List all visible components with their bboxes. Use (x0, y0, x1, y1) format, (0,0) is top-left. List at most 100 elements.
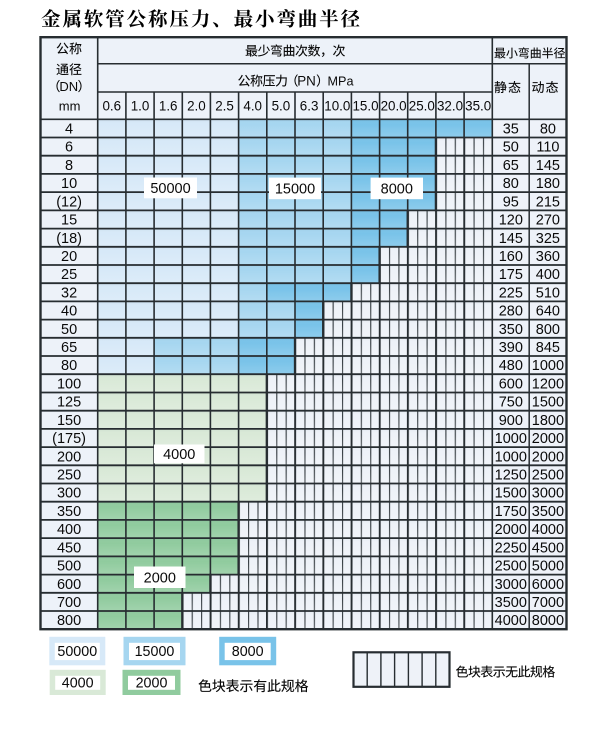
svg-text:(12): (12) (56, 194, 82, 210)
svg-text:4: 4 (65, 122, 73, 138)
svg-text:145: 145 (536, 158, 560, 174)
svg-text:400: 400 (57, 522, 81, 538)
svg-text:145: 145 (499, 231, 523, 247)
svg-text:20.0: 20.0 (381, 99, 407, 114)
svg-text:1.6: 1.6 (159, 99, 178, 114)
svg-text:3000: 3000 (532, 486, 564, 502)
svg-text:845: 845 (536, 340, 560, 356)
svg-text:4.0: 4.0 (243, 99, 262, 114)
svg-text:700: 700 (57, 595, 81, 611)
svg-text:510: 510 (536, 285, 560, 301)
svg-text:175: 175 (499, 267, 523, 283)
svg-text:80: 80 (61, 358, 77, 374)
svg-text:600: 600 (499, 377, 523, 393)
svg-text:3000: 3000 (495, 577, 527, 593)
svg-text:800: 800 (57, 613, 81, 629)
svg-text:20: 20 (61, 249, 77, 265)
svg-text:1000: 1000 (495, 431, 527, 447)
svg-text:250: 250 (57, 468, 81, 484)
svg-text:1.0: 1.0 (131, 99, 150, 114)
svg-text:DN: DN (59, 79, 78, 94)
svg-text:40: 40 (61, 304, 77, 320)
svg-text:95: 95 (503, 194, 519, 210)
svg-text:2.0: 2.0 (187, 99, 206, 114)
svg-text:2500: 2500 (532, 468, 564, 484)
svg-text:65: 65 (61, 340, 77, 356)
svg-text:160: 160 (499, 249, 523, 265)
svg-text:25: 25 (61, 267, 77, 283)
svg-text:450: 450 (57, 540, 81, 556)
svg-text:25.0: 25.0 (409, 99, 435, 114)
svg-text:8000: 8000 (532, 613, 564, 629)
svg-text:50000: 50000 (57, 644, 97, 660)
svg-text:2500: 2500 (495, 559, 527, 575)
svg-text:(175): (175) (52, 431, 86, 447)
svg-text:750: 750 (499, 395, 523, 411)
svg-text:0.6: 0.6 (102, 99, 121, 114)
svg-text:50000: 50000 (150, 181, 190, 197)
svg-text:800: 800 (536, 322, 560, 338)
svg-text:32.0: 32.0 (437, 99, 463, 114)
svg-text:1200: 1200 (532, 377, 564, 393)
svg-text:390: 390 (499, 340, 523, 356)
svg-text:3500: 3500 (532, 504, 564, 520)
svg-text:2000: 2000 (136, 675, 168, 691)
svg-text:360: 360 (536, 249, 560, 265)
svg-text:15.0: 15.0 (352, 99, 378, 114)
svg-text:2250: 2250 (495, 540, 527, 556)
svg-text:4000: 4000 (163, 447, 195, 463)
svg-text:15000: 15000 (135, 644, 175, 660)
svg-text:1750: 1750 (495, 504, 527, 520)
svg-text:4500: 4500 (532, 540, 564, 556)
svg-text:65: 65 (503, 158, 519, 174)
svg-text:MPa: MPa (328, 75, 354, 89)
svg-text:480: 480 (499, 358, 523, 374)
svg-text:32: 32 (61, 285, 77, 301)
svg-text:640: 640 (536, 304, 560, 320)
svg-text:7000: 7000 (532, 595, 564, 611)
svg-text:280: 280 (499, 304, 523, 320)
svg-text:350: 350 (57, 504, 81, 520)
svg-text:2000: 2000 (144, 571, 176, 587)
svg-text:PN: PN (297, 74, 316, 89)
svg-text:150: 150 (57, 413, 81, 429)
svg-text:8000: 8000 (232, 644, 264, 660)
svg-text:6000: 6000 (532, 577, 564, 593)
svg-text:1500: 1500 (532, 395, 564, 411)
svg-text:1000: 1000 (532, 358, 564, 374)
svg-text:10.0: 10.0 (324, 99, 350, 114)
svg-text:350: 350 (499, 322, 523, 338)
svg-text:120: 120 (499, 213, 523, 229)
svg-text:15000: 15000 (275, 182, 315, 198)
svg-text:5.0: 5.0 (272, 99, 291, 114)
svg-text:5000: 5000 (532, 559, 564, 575)
svg-text:80: 80 (540, 122, 556, 138)
svg-text:215: 215 (536, 194, 560, 210)
svg-text:1000: 1000 (495, 449, 527, 465)
svg-text:50: 50 (503, 140, 519, 156)
svg-text:125: 125 (57, 395, 81, 411)
svg-text:270: 270 (536, 213, 560, 229)
svg-text:225: 225 (499, 285, 523, 301)
svg-text:6.3: 6.3 (300, 99, 319, 114)
svg-text:325: 325 (536, 231, 560, 247)
svg-text:180: 180 (536, 176, 560, 192)
svg-text:100: 100 (57, 377, 81, 393)
svg-text:1250: 1250 (495, 468, 527, 484)
svg-text:8: 8 (65, 158, 73, 174)
svg-text:6: 6 (65, 140, 73, 156)
svg-text:35: 35 (503, 122, 519, 138)
svg-text:2.5: 2.5 (215, 99, 234, 114)
svg-text:900: 900 (499, 413, 523, 429)
svg-text:200: 200 (57, 449, 81, 465)
svg-text:4000: 4000 (62, 675, 94, 691)
svg-text:4000: 4000 (495, 613, 527, 629)
svg-text:2000: 2000 (532, 449, 564, 465)
svg-text:80: 80 (503, 176, 519, 192)
svg-text:mm: mm (59, 99, 81, 114)
svg-text:400: 400 (536, 267, 560, 283)
svg-text:35.0: 35.0 (465, 99, 491, 114)
svg-text:8000: 8000 (381, 182, 413, 198)
svg-text:2000: 2000 (532, 431, 564, 447)
svg-text:110: 110 (536, 140, 559, 156)
